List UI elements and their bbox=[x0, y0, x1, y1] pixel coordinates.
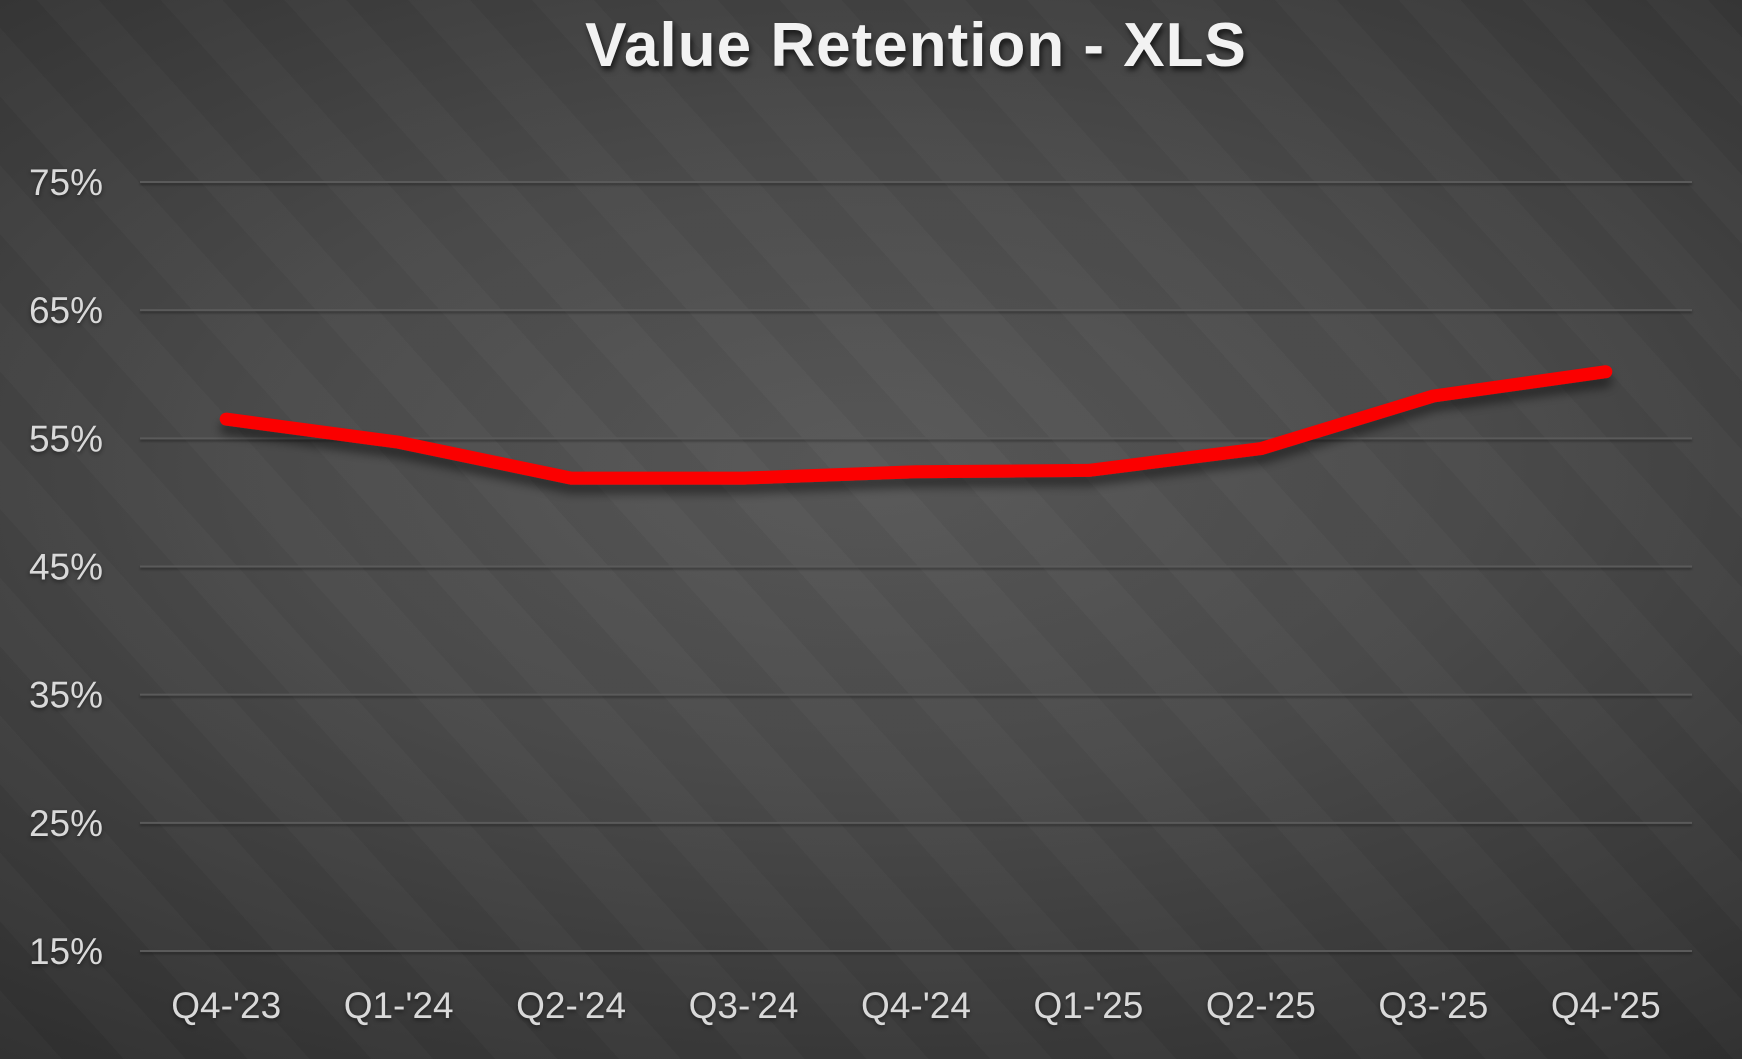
y-axis-tick-label: 45% bbox=[29, 547, 103, 588]
y-axis-tick-label: 35% bbox=[29, 675, 103, 716]
gridlines bbox=[140, 181, 1692, 952]
x-axis-tick-label: Q4-'23 bbox=[171, 985, 281, 1026]
x-axis-tick-label: Q3-'25 bbox=[1378, 985, 1488, 1026]
x-axis-tick-label: Q2-'25 bbox=[1206, 985, 1316, 1026]
x-axis-tick-label: Q2-'24 bbox=[516, 985, 626, 1026]
y-axis-tick-label: 15% bbox=[29, 931, 103, 972]
x-axis-tick-label: Q4-'25 bbox=[1551, 985, 1661, 1026]
x-axis-tick-label: Q3-'24 bbox=[689, 985, 799, 1026]
y-axis-tick-label: 55% bbox=[29, 418, 103, 459]
y-axis-tick-label: 65% bbox=[29, 290, 103, 331]
data-series-line bbox=[219, 365, 1613, 485]
x-axis-labels: Q4-'23 Q1-'24 Q2-'24 Q3-'24 Q4-'24 Q1-'25 Q2-'… bbox=[171, 985, 1660, 1026]
y-axis-tick-label: 75% bbox=[29, 162, 103, 203]
x-axis-tick-label: Q1-'25 bbox=[1033, 985, 1143, 1026]
y-axis-tick-label: 25% bbox=[29, 803, 103, 844]
y-axis-labels: 15% 25% 35% 45% 55% 65% 75% bbox=[29, 162, 103, 972]
chart-title: Value Retention - XLS bbox=[585, 11, 1247, 80]
x-axis-tick-label: Q1-'24 bbox=[344, 985, 454, 1026]
x-axis-tick-label: Q4-'24 bbox=[861, 985, 971, 1026]
